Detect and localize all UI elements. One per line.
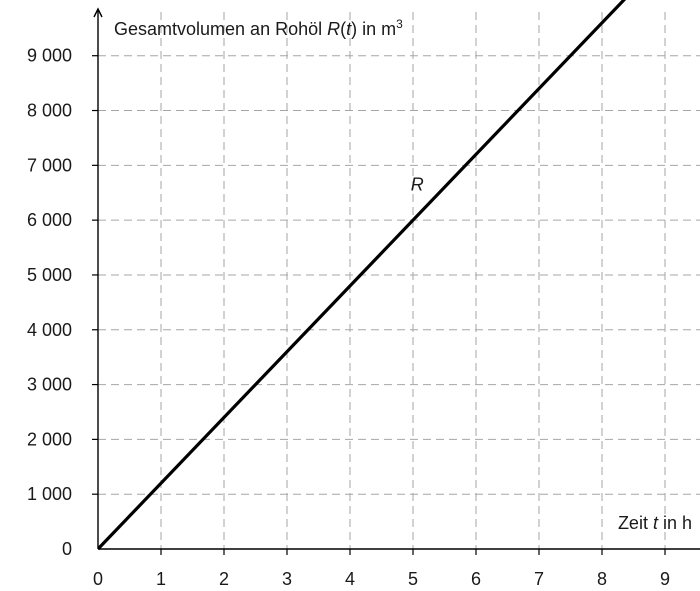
x-tick-label: 9 xyxy=(660,569,670,589)
y-tick-label: 7 000 xyxy=(27,155,72,175)
axes xyxy=(93,7,700,550)
y-tick-label: 2 000 xyxy=(27,429,72,449)
x-tick-label: 2 xyxy=(219,569,229,589)
y-tick-label: 5 000 xyxy=(27,265,72,285)
curve-label-r: R xyxy=(411,175,424,195)
y-tick-label: 4 000 xyxy=(27,320,72,340)
series xyxy=(98,0,627,551)
x-axis-label: Zeit t in h xyxy=(618,513,692,533)
y-axis-label: Gesamtvolumen an Rohöl R(t) in m3 xyxy=(114,17,403,39)
y-tick-label: 1 000 xyxy=(27,484,72,504)
x-tick-label: 5 xyxy=(408,569,418,589)
y-tick-label: 6 000 xyxy=(27,210,72,230)
x-tick-label: 3 xyxy=(282,569,292,589)
y-tick-label: 0 xyxy=(62,539,72,559)
y-axis-arrow xyxy=(93,7,103,18)
series-line-r xyxy=(98,0,627,551)
y-tick-label: 8 000 xyxy=(27,101,72,121)
ticks: 0 1 000 2 000 3 000 4 000 5 000 6 000 7 000 8 00… xyxy=(27,46,670,589)
x-tick-label: 0 xyxy=(93,569,103,589)
x-tick-label: 4 xyxy=(345,569,355,589)
y-tick-label: 3 000 xyxy=(27,375,72,395)
x-tick-label: 1 xyxy=(156,569,166,589)
grid xyxy=(98,12,700,549)
x-tick-label: 6 xyxy=(471,569,481,589)
x-tick-label: 7 xyxy=(534,569,544,589)
y-tick-label: 9 000 xyxy=(27,46,72,66)
x-tick-label: 8 xyxy=(597,569,607,589)
